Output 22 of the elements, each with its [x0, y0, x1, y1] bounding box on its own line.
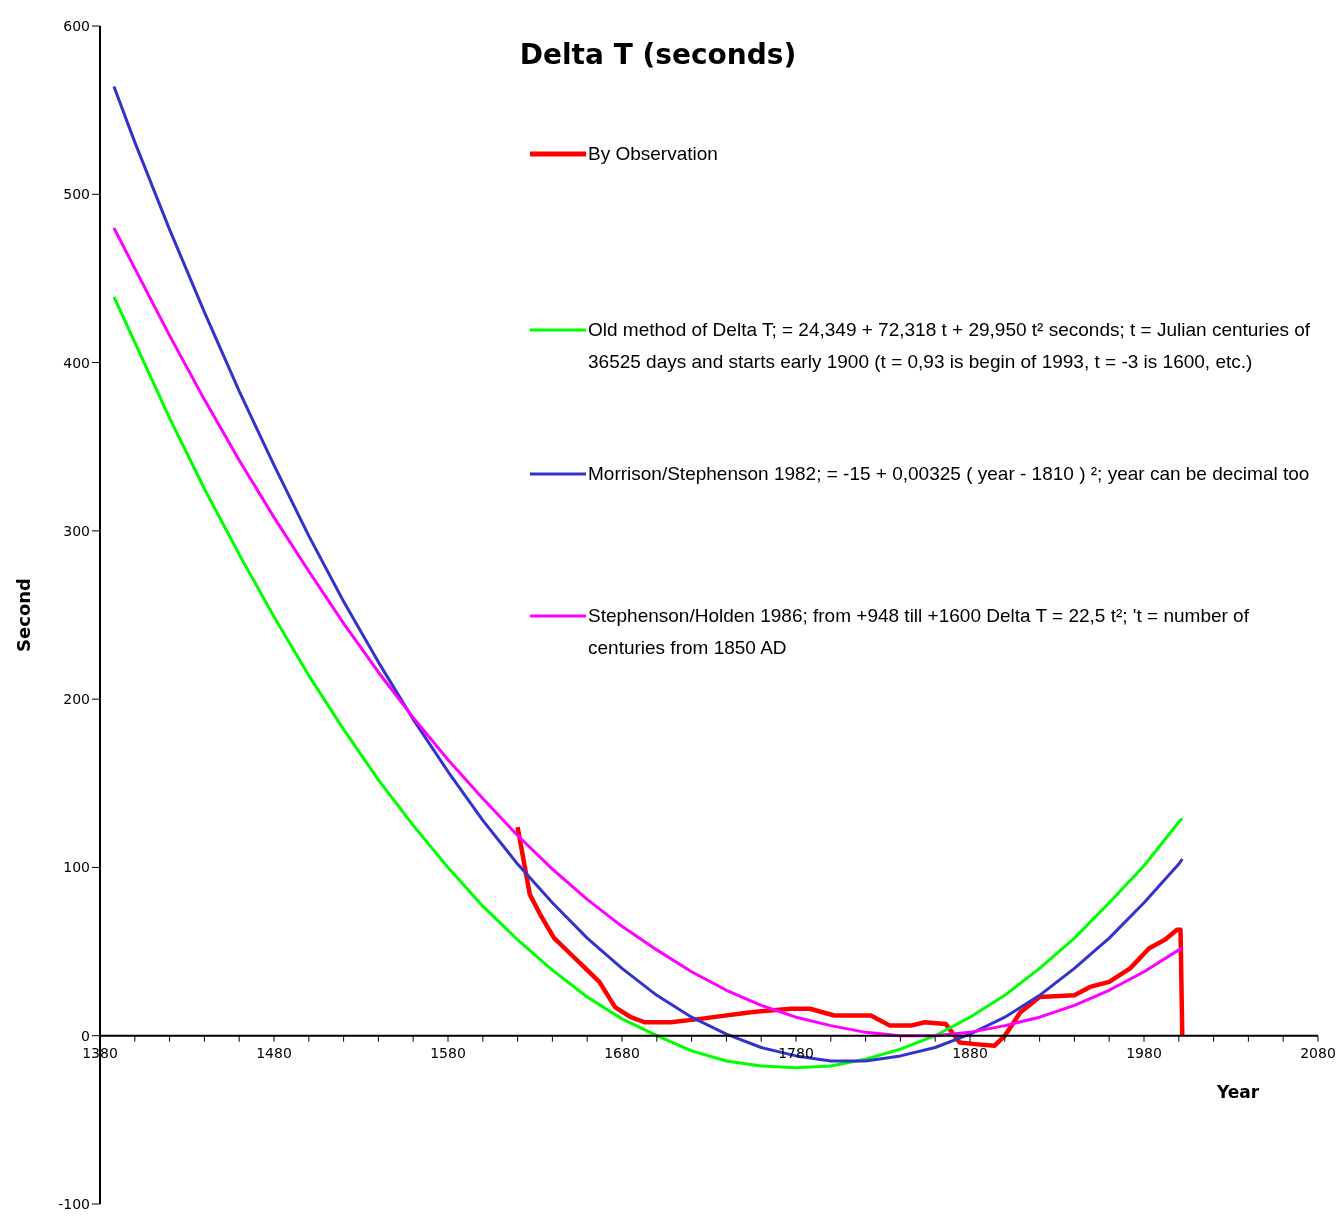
y-tick-label: 600 [63, 17, 90, 34]
x-tick-label: 1980 [1126, 1044, 1162, 1061]
legend-label: Stephenson/Holden 1986; from +948 till +1600 Delta T = 22,5 t²; 't = number of centuries from 1850 AD [588, 604, 1250, 660]
x-tick-label: 2080 [1300, 1044, 1336, 1061]
x-tick-label: 1880 [952, 1044, 988, 1061]
y-axis-title: Second [13, 578, 34, 652]
x-tick-label: 1480 [256, 1044, 292, 1061]
y-tick-label: 400 [63, 354, 90, 371]
y-tick-label: 300 [63, 522, 90, 539]
x-tick-label: 1580 [430, 1044, 466, 1061]
y-tick-label: 500 [63, 186, 90, 203]
legend-label: By Observation [588, 142, 718, 166]
x-tick-label: 1680 [604, 1044, 640, 1061]
y-tick-label: 200 [63, 691, 90, 708]
line-series [515, 824, 1185, 1049]
text: Delta T (seconds) [518, 38, 798, 71]
y-tick-label: 0 [81, 1027, 90, 1044]
legend-label: Morrison/Stephenson 1982; = -15 + 0,00325 ( year - 1810 ) ²; year can be decimal too [588, 462, 1310, 486]
legend-label: Old method of Delta T; = 24,349 + 72,318 t + 29,950 t² seconds; t = Julian centuries of 36525 days and starts early 1900 (t = 0,93 is begin of 1993, t = -3 is 1600, etc.) [588, 318, 1312, 374]
x-axis-title: Year [1215, 1081, 1260, 1102]
y-tick-label: 100 [63, 859, 90, 876]
y-tick-label: -100 [58, 1195, 90, 1212]
